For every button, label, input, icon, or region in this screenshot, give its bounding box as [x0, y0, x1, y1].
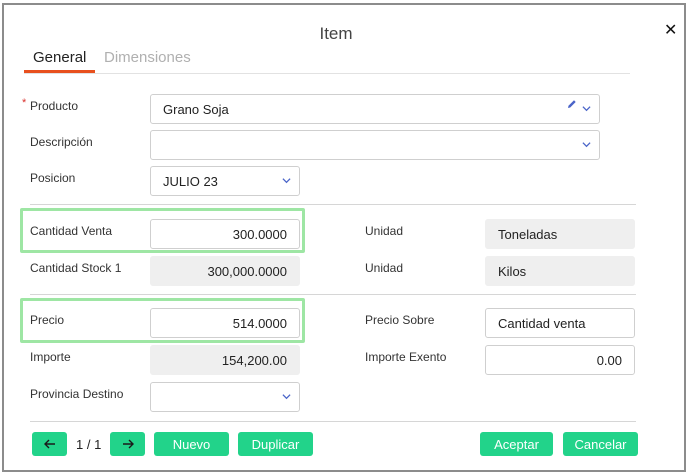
descripcion-label: Descripción — [30, 135, 93, 149]
cantidad-venta-label: Cantidad Venta — [30, 224, 113, 238]
close-icon[interactable]: ✕ — [664, 22, 678, 39]
importe-exento-value: 0.00 — [596, 352, 622, 368]
chevron-down-icon[interactable] — [582, 104, 591, 113]
producto-label: Producto — [30, 99, 79, 113]
precio-sobre-value: Cantidad venta — [498, 315, 586, 331]
pencil-icon[interactable] — [567, 99, 577, 109]
tab-divider — [24, 73, 630, 74]
provincia-destino-label: Provincia Destino — [30, 387, 124, 401]
cancelar-button[interactable]: Cancelar — [563, 432, 638, 456]
unidad-stock-label: Unidad — [365, 261, 404, 275]
aceptar-button[interactable]: Aceptar — [480, 432, 553, 456]
unidad-stock-value: Kilos — [498, 263, 527, 279]
precio-highlight — [20, 298, 305, 343]
section-divider — [30, 204, 636, 205]
precio-value: 514.0000 — [232, 315, 287, 331]
precio-input[interactable]: 514.0000 — [150, 308, 300, 338]
posicion-select[interactable]: JULIO 23 — [150, 166, 300, 196]
tab-dimensiones[interactable]: Dimensiones — [104, 49, 191, 66]
pager-indicator: 1 / 1 — [76, 437, 102, 452]
section-divider — [30, 294, 636, 295]
arrow-left-icon — [43, 439, 55, 449]
tab-general[interactable]: General — [33, 49, 87, 66]
cantidad-stock-value: 300,000.0000 — [207, 263, 287, 279]
precio-sobre-label: Precio Sobre — [365, 313, 435, 327]
cantidad-stock-label: Cantidad Stock 1 — [30, 261, 122, 275]
precio-label: Precio — [30, 313, 65, 327]
cantidad-venta-input[interactable]: 300.0000 — [150, 219, 300, 249]
dialog-title: Item — [319, 24, 353, 43]
cantidad-venta-value: 300.0000 — [232, 226, 287, 242]
next-button[interactable] — [110, 432, 145, 456]
importe-exento-input[interactable]: 0.00 — [485, 345, 635, 375]
producto-select[interactable]: Grano Soja — [150, 94, 600, 124]
descripcion-select[interactable] — [150, 130, 600, 160]
unidad-value: Toneladas — [498, 226, 558, 242]
nuevo-button[interactable]: Nuevo — [154, 432, 229, 456]
posicion-label: Posicion — [30, 171, 76, 185]
active-tab-indicator — [24, 70, 95, 73]
cantidad-venta-highlight — [20, 208, 305, 253]
cantidad-stock-field: 300,000.0000 — [150, 256, 300, 286]
footer-divider — [30, 421, 636, 422]
arrow-right-icon — [122, 439, 134, 449]
importe-field: 154,200.00 — [150, 345, 300, 375]
importe-exento-label: Importe Exento — [365, 350, 447, 364]
unidad-label: Unidad — [365, 224, 404, 238]
importe-value: 154,200.00 — [221, 352, 287, 368]
provincia-destino-select[interactable] — [150, 382, 300, 412]
chevron-down-icon[interactable] — [282, 176, 291, 185]
unidad-stock-field: Kilos — [485, 256, 635, 286]
precio-sobre-select[interactable]: Cantidad venta — [485, 308, 635, 338]
required-mark: * — [22, 97, 27, 109]
chevron-down-icon[interactable] — [582, 140, 591, 149]
importe-label: Importe — [30, 350, 71, 364]
chevron-down-icon[interactable] — [282, 392, 291, 401]
unidad-field: Toneladas — [485, 219, 635, 249]
producto-value: Grano Soja — [163, 101, 229, 117]
duplicar-button[interactable]: Duplicar — [238, 432, 313, 456]
prev-button[interactable] — [32, 432, 67, 456]
posicion-value: JULIO 23 — [163, 173, 218, 189]
